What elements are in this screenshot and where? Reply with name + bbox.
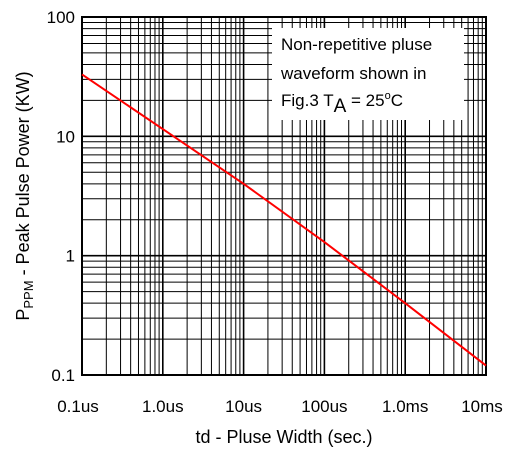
x-tick-label: 10us bbox=[225, 397, 262, 416]
x-tick-label: 1.0ms bbox=[382, 397, 428, 416]
x-tick-label: 10ms bbox=[461, 397, 503, 416]
annotation-line-3-subscript: A bbox=[334, 96, 347, 117]
annotation-line-3: Fig.3 TA = 25oC bbox=[281, 90, 403, 117]
annotation-line-3-equals: = 25 bbox=[346, 91, 384, 110]
x-tick-label: 0.1us bbox=[57, 397, 99, 416]
y-axis-title-prefix: P bbox=[13, 309, 33, 321]
y-axis-title-rest: - Peak Pulse Power (KW) bbox=[13, 71, 33, 280]
annotation-box bbox=[272, 28, 464, 120]
x-tick-labels: 0.1us 1.0us 10us 100us 1.0ms 10ms bbox=[57, 397, 503, 416]
y-tick-label: 100 bbox=[47, 8, 75, 27]
y-tick-labels: 0.1 1 10 100 bbox=[47, 8, 75, 385]
series-line-1 bbox=[81, 73, 487, 367]
annotation-line-2: waveform shown in bbox=[280, 64, 427, 83]
y-axis-title-subscript: PPM bbox=[21, 280, 36, 308]
x-tick-label: 1.0us bbox=[142, 397, 184, 416]
series-layer bbox=[81, 73, 487, 367]
y-tick-label: 0.1 bbox=[51, 366, 75, 385]
annotation-line-1: Non-repetitive pluse bbox=[281, 35, 432, 54]
y-tick-label: 10 bbox=[56, 127, 75, 146]
y-tick-label: 1 bbox=[66, 247, 75, 266]
y-axis-title: PPPM - Peak Pulse Power (KW) bbox=[13, 71, 36, 320]
x-axis-title: td - Pluse Width (sec.) bbox=[195, 427, 372, 447]
annotation-line-3-degree: o bbox=[385, 90, 391, 102]
x-tick-label: 100us bbox=[301, 397, 347, 416]
annotation-line-3-prefix: Fig.3 T bbox=[281, 91, 334, 110]
annotation-line-3-unit: C bbox=[391, 91, 403, 110]
plot-frame bbox=[81, 16, 487, 376]
